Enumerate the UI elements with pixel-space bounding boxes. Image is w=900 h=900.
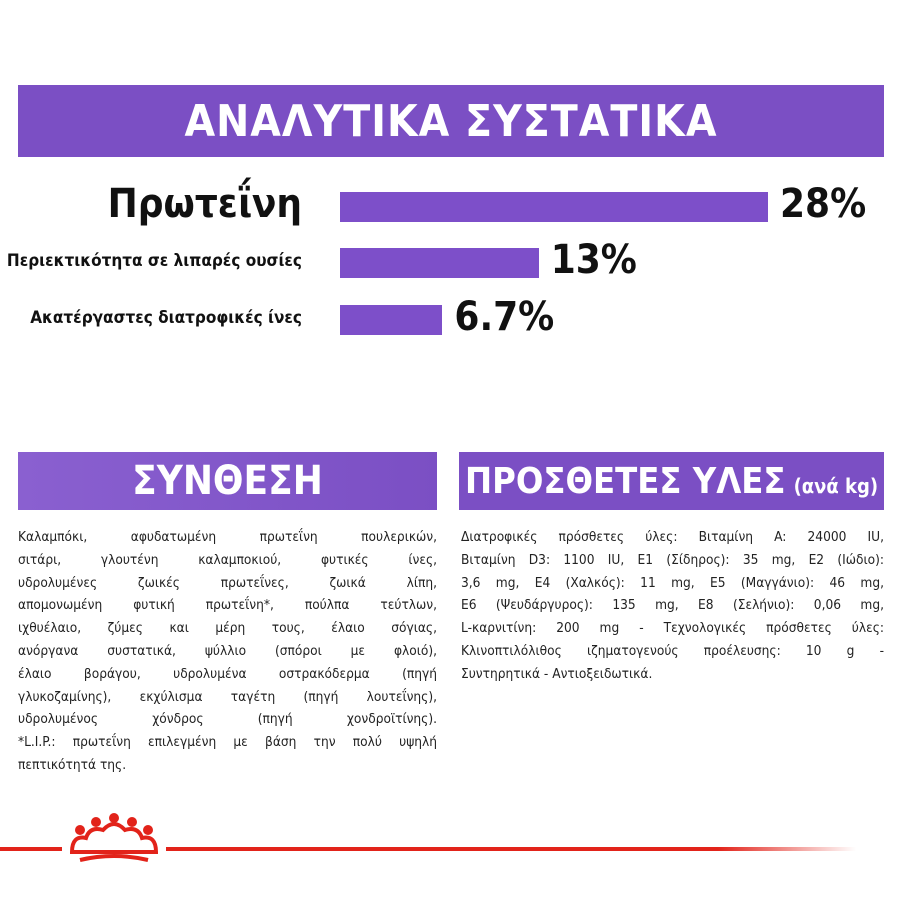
composition-text: Καλαμπόκι, αφυδατωμένη πρωτεΐνη πουλερικ… (18, 526, 437, 777)
text-line: υδρολυμένος χόνδρος (πηγή χονδροϊτίνης). (18, 711, 437, 728)
text-line: E6 (Ψευδάργυρος): 135 mg, E8 (Σελήνιο): … (461, 597, 884, 614)
text-line: Καλαμπόκι, αφυδατωμένη πρωτεΐνη πουλερικ… (18, 529, 437, 545)
title-text: ΠΡΟΣΘΕΤΕΣ ΥΛΕΣ (465, 460, 786, 502)
unit: (ανά kg) (793, 474, 879, 498)
category-label: Περιεκτικότητα σε λιπαρές ουσίες (6, 251, 302, 271)
value-label: 13% (550, 237, 637, 283)
section-title: ΑΝΑΛΥΤΙΚΑ ΣΥΣΤΑΤΙΚΑ (18, 85, 884, 157)
text-line: L-καρνιτίνη: 200 mg - Τεχνολογικές πρόσθ… (461, 620, 884, 637)
section-title: ΠΡΟΣΘΕΤΕΣ ΥΛΕΣ (ανά kg) (459, 452, 884, 510)
text-line: ανόργανα συστατικά, ψύλλιο (σπόροι με φλ… (18, 642, 437, 659)
text-line: απομονωμένη φυτική πρωτεΐνη*, πούλπα τεύ… (18, 597, 437, 614)
value-label: 6.7% (454, 294, 555, 340)
text-line: έλαιο βοράγου, υδρολυμένα οστρακόδερμα (… (18, 665, 437, 682)
bar (340, 248, 539, 278)
text-line: Κλινοπτιλόλιθος ιζηματογενούς προέλευσης… (461, 642, 884, 659)
text-line: Συντηρητικά - Αντιοξειδωτικά. (461, 665, 653, 682)
text-line: ιχθυέλαιο, ζύμες και μέρη τους, έλαιο σό… (18, 620, 437, 637)
additives-text: Διατροφικές πρόσθετες ύλες: Βιταμίνη A: … (461, 526, 884, 686)
text-line: *L.I.P.: πρωτεΐνη επιλεγμένη με βάση την… (18, 734, 437, 751)
category-label: Πρωτεΐνη (107, 181, 302, 227)
section-title: ΣΥΝΘΕΣΗ (18, 452, 437, 510)
text-line: υδρολυμένες ζωικές πρωτεΐνες, ζωικά λίπη… (18, 574, 437, 591)
text-line: 3,6 mg, E4 (Χαλκός): 11 mg, E5 (Μαγγάνιο… (461, 574, 884, 591)
category-label: Ακατέργαστες διατροφικές ίνες (30, 308, 302, 328)
text-line: Διατροφικές πρόσθετες ύλες: Βιταμίνη A: … (461, 529, 884, 545)
text-line: γλυκοζαμίνης), εκχύλισμα ταγέτη (πηγή λο… (18, 688, 437, 705)
text-line: σιτάρι, γλουτένη καλαμποκιού, φυτικές ίν… (18, 551, 437, 568)
bar (340, 192, 768, 222)
text-line: Βιταμίνη D3: 1100 IU, E1 (Σίδηρος): 35 m… (461, 551, 884, 568)
bar (340, 305, 443, 335)
text-line: πεπτικότητά της. (18, 756, 127, 773)
value-label: 28% (780, 181, 867, 227)
